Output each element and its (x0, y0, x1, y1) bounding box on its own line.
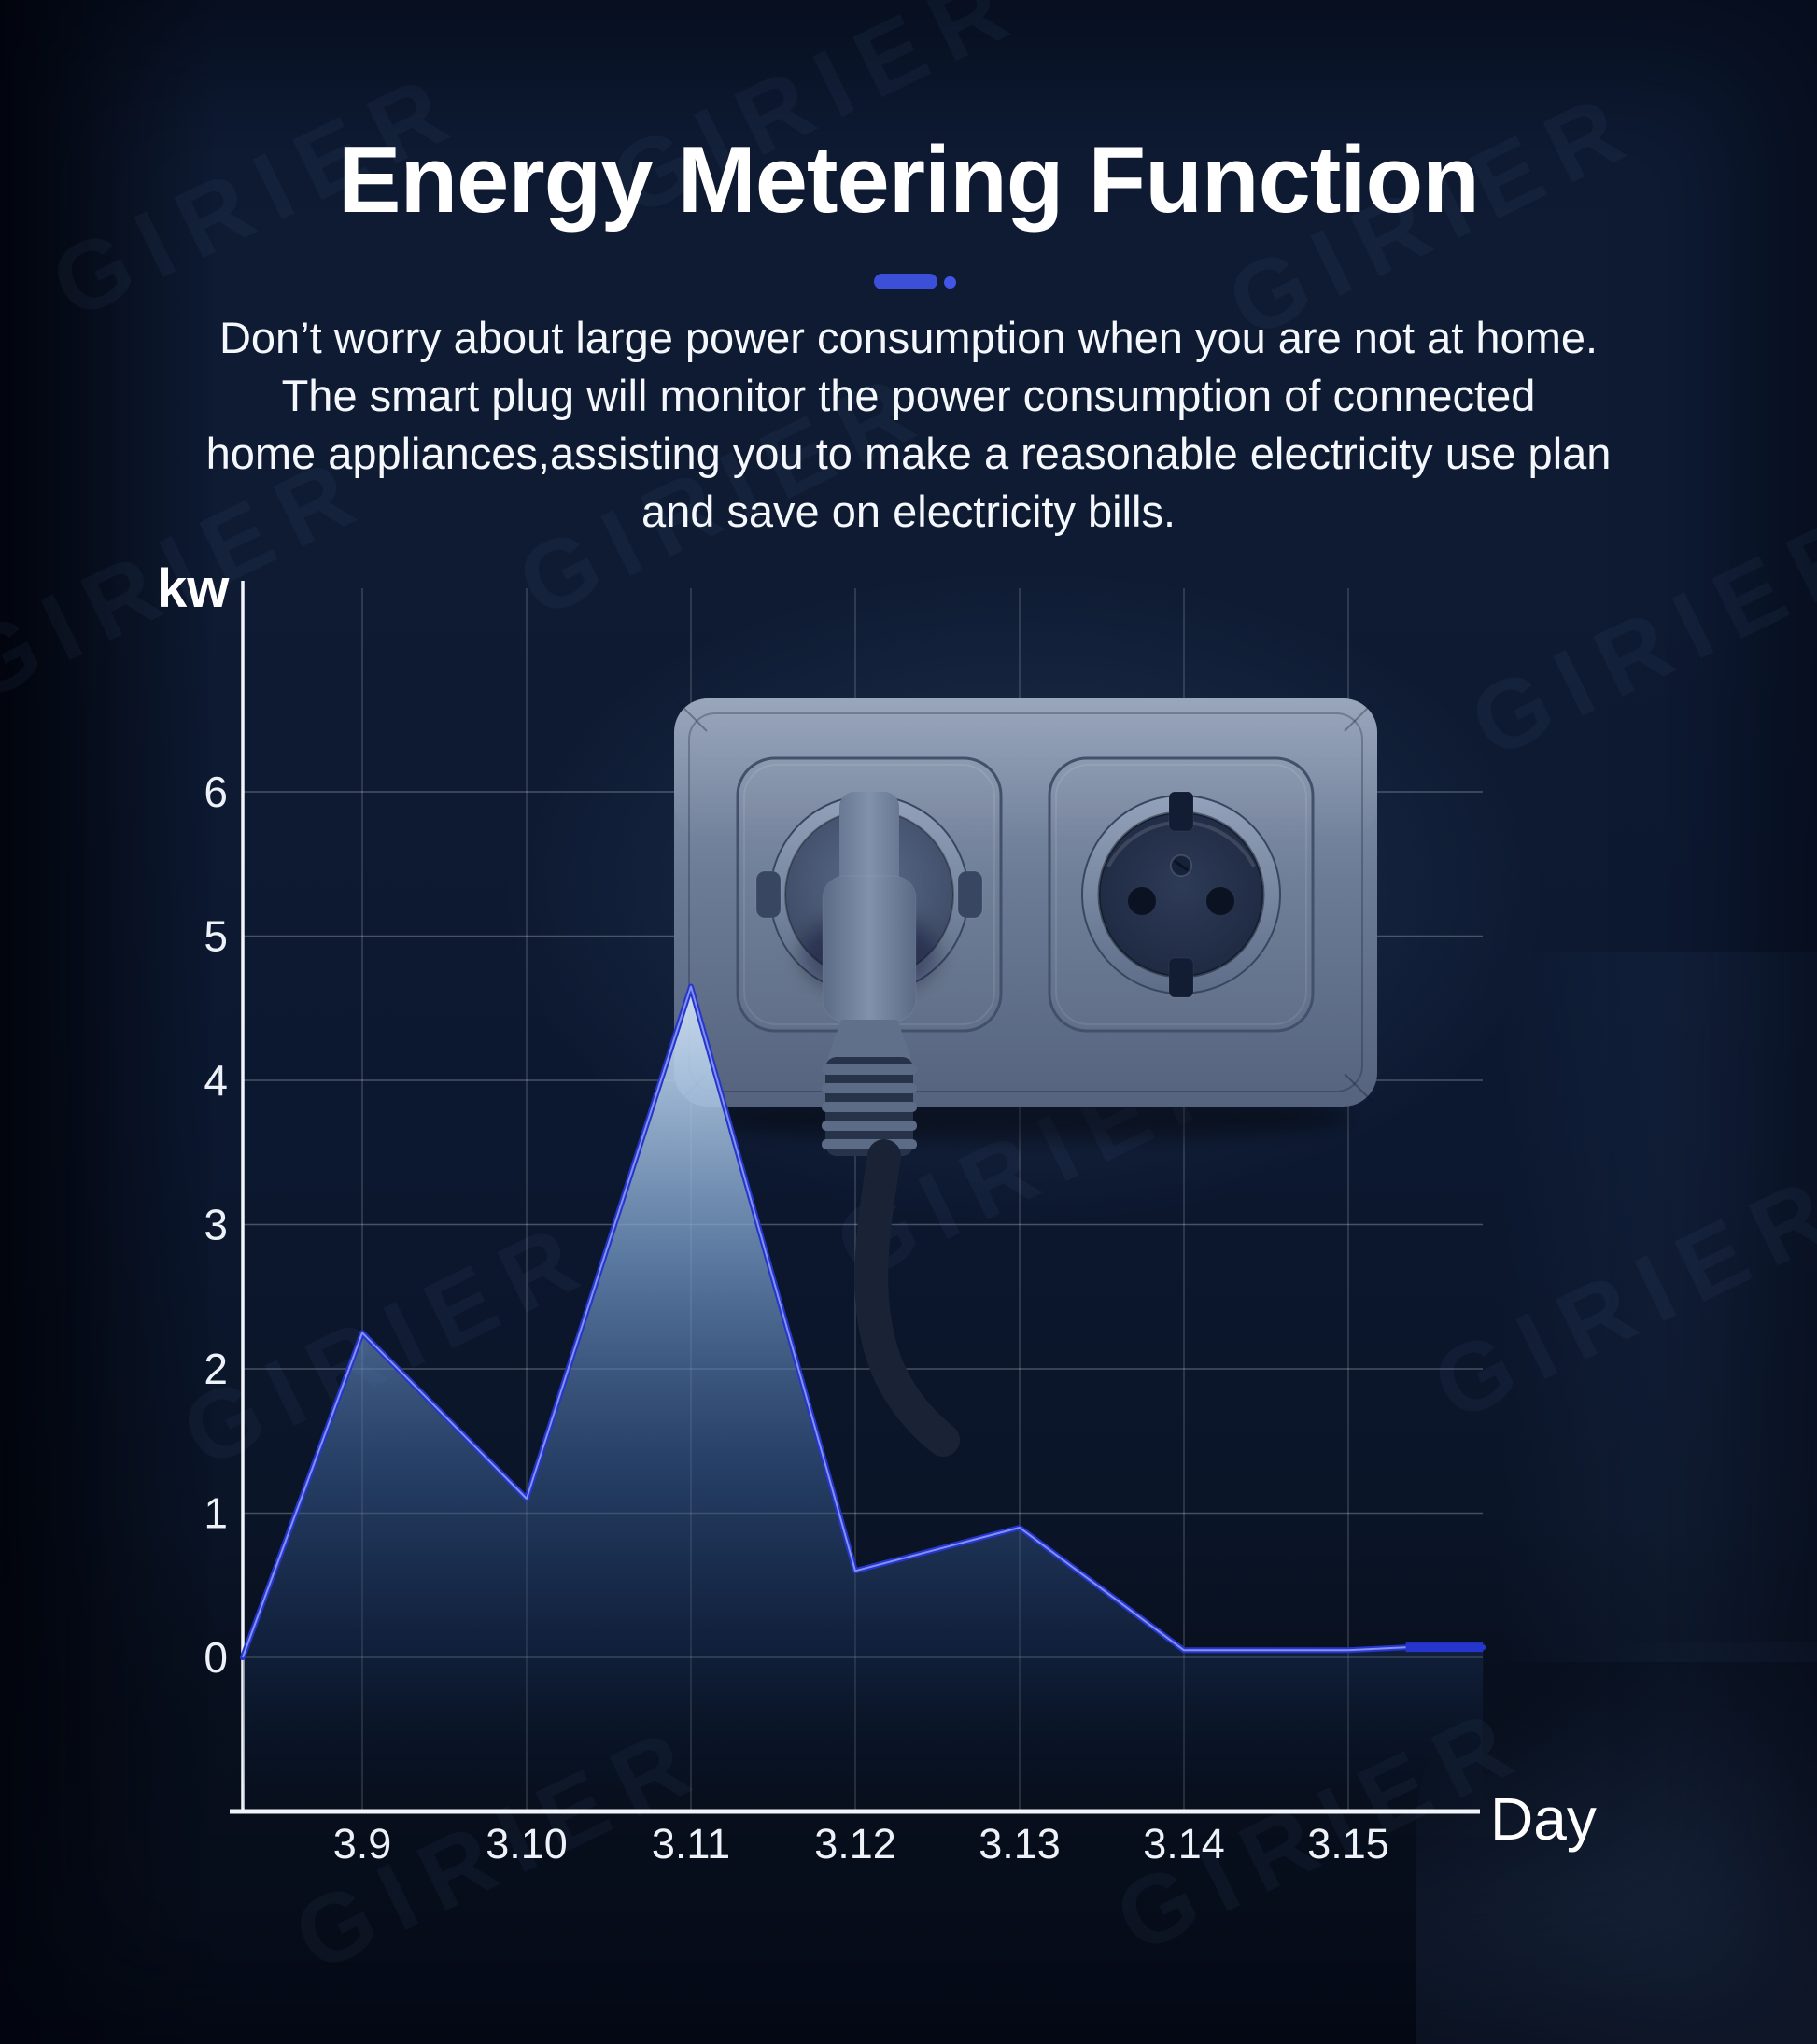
right-earth-clip (957, 870, 983, 919)
earth-clip-top (1168, 791, 1194, 832)
plate-inner-border (688, 712, 1363, 1092)
x-tick-label: 3.12 (814, 1820, 896, 1868)
area-fill (242, 986, 1484, 1808)
y-tick-label: 6 (204, 768, 228, 816)
page-title: Energy Metering Function (338, 128, 1480, 233)
x-tick-label: 3.15 (1307, 1820, 1389, 1868)
left-earth-clip (755, 870, 782, 919)
description-line: home appliances,assisting you to make a … (205, 429, 1612, 478)
chart-series (239, 983, 1486, 1808)
x-tick-label: 3.9 (333, 1820, 392, 1868)
y-tick-label: 5 (204, 912, 228, 961)
series-line-core (241, 985, 1484, 1658)
x-tick-label: 3.13 (979, 1820, 1061, 1868)
description-line: Don’t worry about large power consumptio… (218, 313, 1599, 362)
y-tick-label: 1 (204, 1489, 228, 1538)
power-plug-stem (839, 792, 899, 900)
description-line: and save on electricity bills. (641, 486, 1176, 536)
wall-socket-illustration (502, 570, 1548, 1457)
x-tick-label: 3.14 (1143, 1820, 1225, 1868)
plug-cable (854, 1139, 960, 1457)
description-paragraph: Don’t worry about large power consumptio… (0, 309, 1817, 541)
strain-relief-ribs (822, 1064, 917, 1149)
left-socket (736, 756, 1003, 1457)
description-line: The smart plug will monitor the power co… (281, 371, 1536, 420)
x-axis-title: Day (1490, 1785, 1597, 1853)
y-tick-label: 0 (204, 1633, 228, 1682)
right-socket (1048, 756, 1315, 1033)
right-socket-frame (1048, 756, 1315, 1033)
socket-pin-hole-left (1128, 887, 1156, 915)
right-socket-frame-highlight (1055, 764, 1307, 1025)
title-underline-dash (874, 274, 937, 289)
socket-pin-hole-right (1206, 887, 1234, 915)
earth-clip-bottom (1168, 957, 1194, 998)
y-tick-label: 4 (204, 1056, 228, 1105)
socket-recess (1097, 811, 1265, 979)
y-tick-label: 2 (204, 1345, 228, 1393)
plug-neck (827, 1020, 911, 1059)
x-tick-label: 3.11 (652, 1820, 730, 1868)
y-axis-title: kw (157, 558, 230, 619)
y-tick-label: 3 (204, 1201, 228, 1249)
title-underline-dot (944, 276, 956, 289)
x-tick-label: 3.10 (486, 1820, 568, 1868)
power-plug-body (822, 875, 917, 1022)
chart-axis-labels: 0 1 2 3 4 5 6 3.9 3.10 3.11 3.12 3.13 3.14 3.15 kw Day (157, 558, 1597, 1868)
screw-slot (1174, 859, 1189, 872)
